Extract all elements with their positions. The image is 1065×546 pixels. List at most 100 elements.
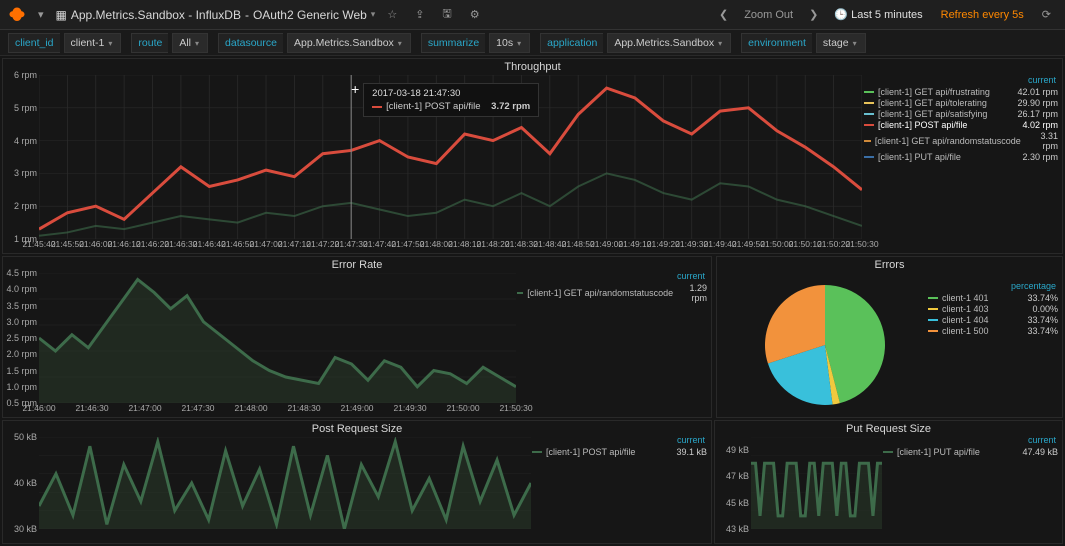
legend-row[interactable]: [client-1] POST api/file39.1 kB xyxy=(532,447,707,457)
legend-swatch xyxy=(928,319,938,321)
legend-value: 29.90 rpm xyxy=(1010,98,1058,108)
legend-row[interactable]: client-1 40133.74% xyxy=(928,293,1058,303)
legend-header-post-size[interactable]: current xyxy=(532,435,707,445)
y-tick: 4 rpm xyxy=(14,136,37,146)
star-icon[interactable]: ☆ xyxy=(381,6,403,23)
x-tick: 21:47:30 xyxy=(181,403,214,413)
legend-row[interactable]: client-1 4030.00% xyxy=(928,304,1058,314)
var-label-route: route xyxy=(131,33,168,53)
var-value-datasource[interactable]: App.Metrics.Sandbox xyxy=(287,33,411,53)
y-tick: 2.0 rpm xyxy=(6,349,37,359)
share-icon[interactable]: ⇪ xyxy=(409,6,430,23)
x-tick: 21:48:30 xyxy=(287,403,320,413)
chart-post-size[interactable]: 30 kB40 kB50 kB xyxy=(3,437,531,543)
legend-value: 3.31 rpm xyxy=(1025,131,1058,151)
panel-title-throughput: Throughput xyxy=(3,59,1062,75)
legend-swatch xyxy=(928,308,938,310)
save-icon[interactable]: 🖫 xyxy=(436,3,457,26)
topbar: ▾ ▦ App.Metrics.Sandbox - InfluxDB - OAu… xyxy=(0,0,1065,30)
var-value-summarize[interactable]: 10s xyxy=(489,33,530,53)
x-axis-error-rate: 21:46:0021:46:3021:47:0021:47:3021:48:00… xyxy=(39,403,516,417)
var-label-application: application xyxy=(540,33,603,53)
legend-row[interactable]: [client-1] GET api/satisfying26.17 rpm xyxy=(864,109,1058,119)
x-tick: 21:49:30 xyxy=(393,403,426,413)
x-tick: 21:50:30 xyxy=(499,403,532,413)
legend-value: 42.01 rpm xyxy=(1010,87,1058,97)
legend-row[interactable]: [client-1] GET api/tolerating29.90 rpm xyxy=(864,98,1058,108)
pie-errors[interactable] xyxy=(717,273,932,417)
var-label-datasource: datasource xyxy=(218,33,283,53)
legend-errors: percentage client-1 40133.74%client-1 40… xyxy=(928,281,1058,425)
y-tick: 2.5 rpm xyxy=(6,333,37,343)
plot-put-size xyxy=(751,437,882,529)
dashboard-grid: Throughput 1 rpm2 rpm3 rpm4 rpm5 rpm6 rp… xyxy=(0,56,1065,546)
plot-throughput: +2017-03-18 21:47:30[client-1] POST api/… xyxy=(39,75,862,239)
y-axis-error-rate: 0.5 rpm1.0 rpm1.5 rpm2.0 rpm2.5 rpm3.0 r… xyxy=(3,273,39,403)
legend-header-throughput[interactable]: current xyxy=(864,75,1058,85)
plot-error-rate xyxy=(39,273,516,403)
plot-post-size xyxy=(39,437,531,529)
var-value-application[interactable]: App.Metrics.Sandbox xyxy=(607,33,731,53)
zoom-out-button[interactable]: Zoom Out xyxy=(738,7,799,23)
chart-put-size[interactable]: 43 kB45 kB47 kB49 kB xyxy=(715,437,882,543)
y-tick: 43 kB xyxy=(726,524,749,534)
dashboard-title-1: App.Metrics.Sandbox - InfluxDB xyxy=(71,8,241,22)
legend-value: 33.74% xyxy=(1010,326,1058,336)
chart-throughput[interactable]: 1 rpm2 rpm3 rpm4 rpm5 rpm6 rpm +2017-03-… xyxy=(3,75,862,253)
legend-value: 47.49 kB xyxy=(1010,447,1058,457)
y-axis-put-size: 43 kB45 kB47 kB49 kB xyxy=(715,437,751,529)
y-tick: 47 kB xyxy=(726,471,749,481)
legend-row[interactable]: [client-1] POST api/file4.02 rpm xyxy=(864,120,1058,130)
legend-row[interactable]: [client-1] GET api/frustrating42.01 rpm xyxy=(864,87,1058,97)
legend-swatch xyxy=(883,451,893,453)
x-tick: 21:49:00 xyxy=(340,403,373,413)
legend-value: 1.29 rpm xyxy=(677,283,707,303)
time-back-icon[interactable]: ❮ xyxy=(715,8,732,21)
legend-row[interactable]: [client-1] GET api/randomstatuscode 3.31 … xyxy=(864,131,1058,151)
refresh-icon[interactable]: ⟳ xyxy=(1036,6,1057,23)
x-axis-post-size xyxy=(39,529,531,543)
y-tick: 45 kB xyxy=(726,498,749,508)
legend-row[interactable]: [client-1] PUT api/file2.30 rpm xyxy=(864,152,1058,162)
legend-label: [client-1] POST api/file xyxy=(546,447,655,457)
breadcrumb[interactable]: ▦ App.Metrics.Sandbox - InfluxDB - OAuth… xyxy=(56,8,376,22)
var-value-route[interactable]: All xyxy=(172,33,208,53)
var-label-environment: environment xyxy=(741,33,812,53)
dashboard-icon: ▦ xyxy=(56,8,67,22)
legend-header-errors[interactable]: percentage xyxy=(928,281,1058,291)
time-forward-icon[interactable]: ❯ xyxy=(805,8,822,21)
legend-row[interactable]: client-1 40433.74% xyxy=(928,315,1058,325)
legend-row[interactable]: [client-1] PUT api/file 47.49 kB xyxy=(883,447,1058,457)
panel-title-errors: Errors xyxy=(717,257,1062,273)
grafana-logo-icon[interactable] xyxy=(8,6,26,24)
y-tick: 1.5 rpm xyxy=(6,366,37,376)
dropdown-caret-icon[interactable]: ▾ xyxy=(32,6,50,23)
legend-swatch xyxy=(864,156,874,158)
y-tick: 3 rpm xyxy=(14,168,37,178)
legend-value: 26.17 rpm xyxy=(1010,109,1058,119)
legend-swatch xyxy=(864,124,874,126)
chart-error-rate[interactable]: 0.5 rpm1.0 rpm1.5 rpm2.0 rpm2.5 rpm3.0 r… xyxy=(3,273,516,417)
legend-throughput: current [client-1] GET api/frustrating42… xyxy=(864,75,1058,163)
y-tick: 30 kB xyxy=(14,524,37,534)
y-tick: 4.0 rpm xyxy=(6,284,37,294)
x-tick: 21:46:00 xyxy=(22,403,55,413)
legend-label: [client-1] GET api/randomstatuscode xyxy=(875,136,1021,146)
y-tick: 50 kB xyxy=(14,432,37,442)
panel-error-rate: Error Rate 0.5 rpm1.0 rpm1.5 rpm2.0 rpm2… xyxy=(2,256,712,418)
x-tick: 21:46:30 xyxy=(75,403,108,413)
var-value-environment[interactable]: stage xyxy=(816,33,866,53)
legend-label: [client-1] PUT api/file xyxy=(897,447,1006,457)
legend-header-error-rate[interactable]: current xyxy=(517,271,707,281)
var-value-client_id[interactable]: client-1 xyxy=(64,33,122,53)
settings-gear-icon[interactable]: ⚙ xyxy=(464,6,486,23)
x-tick: 21:47:00 xyxy=(128,403,161,413)
y-tick: 5 rpm xyxy=(14,103,37,113)
legend-value: 2.30 rpm xyxy=(1010,152,1058,162)
legend-row[interactable]: [client-1] GET api/randomstatuscode1.29 … xyxy=(517,283,707,303)
legend-header-put-size[interactable]: current xyxy=(883,435,1058,445)
time-range-picker[interactable]: 🕒 Last 5 minutes xyxy=(828,6,928,23)
legend-row[interactable]: client-1 50033.74% xyxy=(928,326,1058,336)
legend-swatch xyxy=(864,113,874,115)
refresh-interval[interactable]: Refresh every 5s xyxy=(935,7,1030,23)
